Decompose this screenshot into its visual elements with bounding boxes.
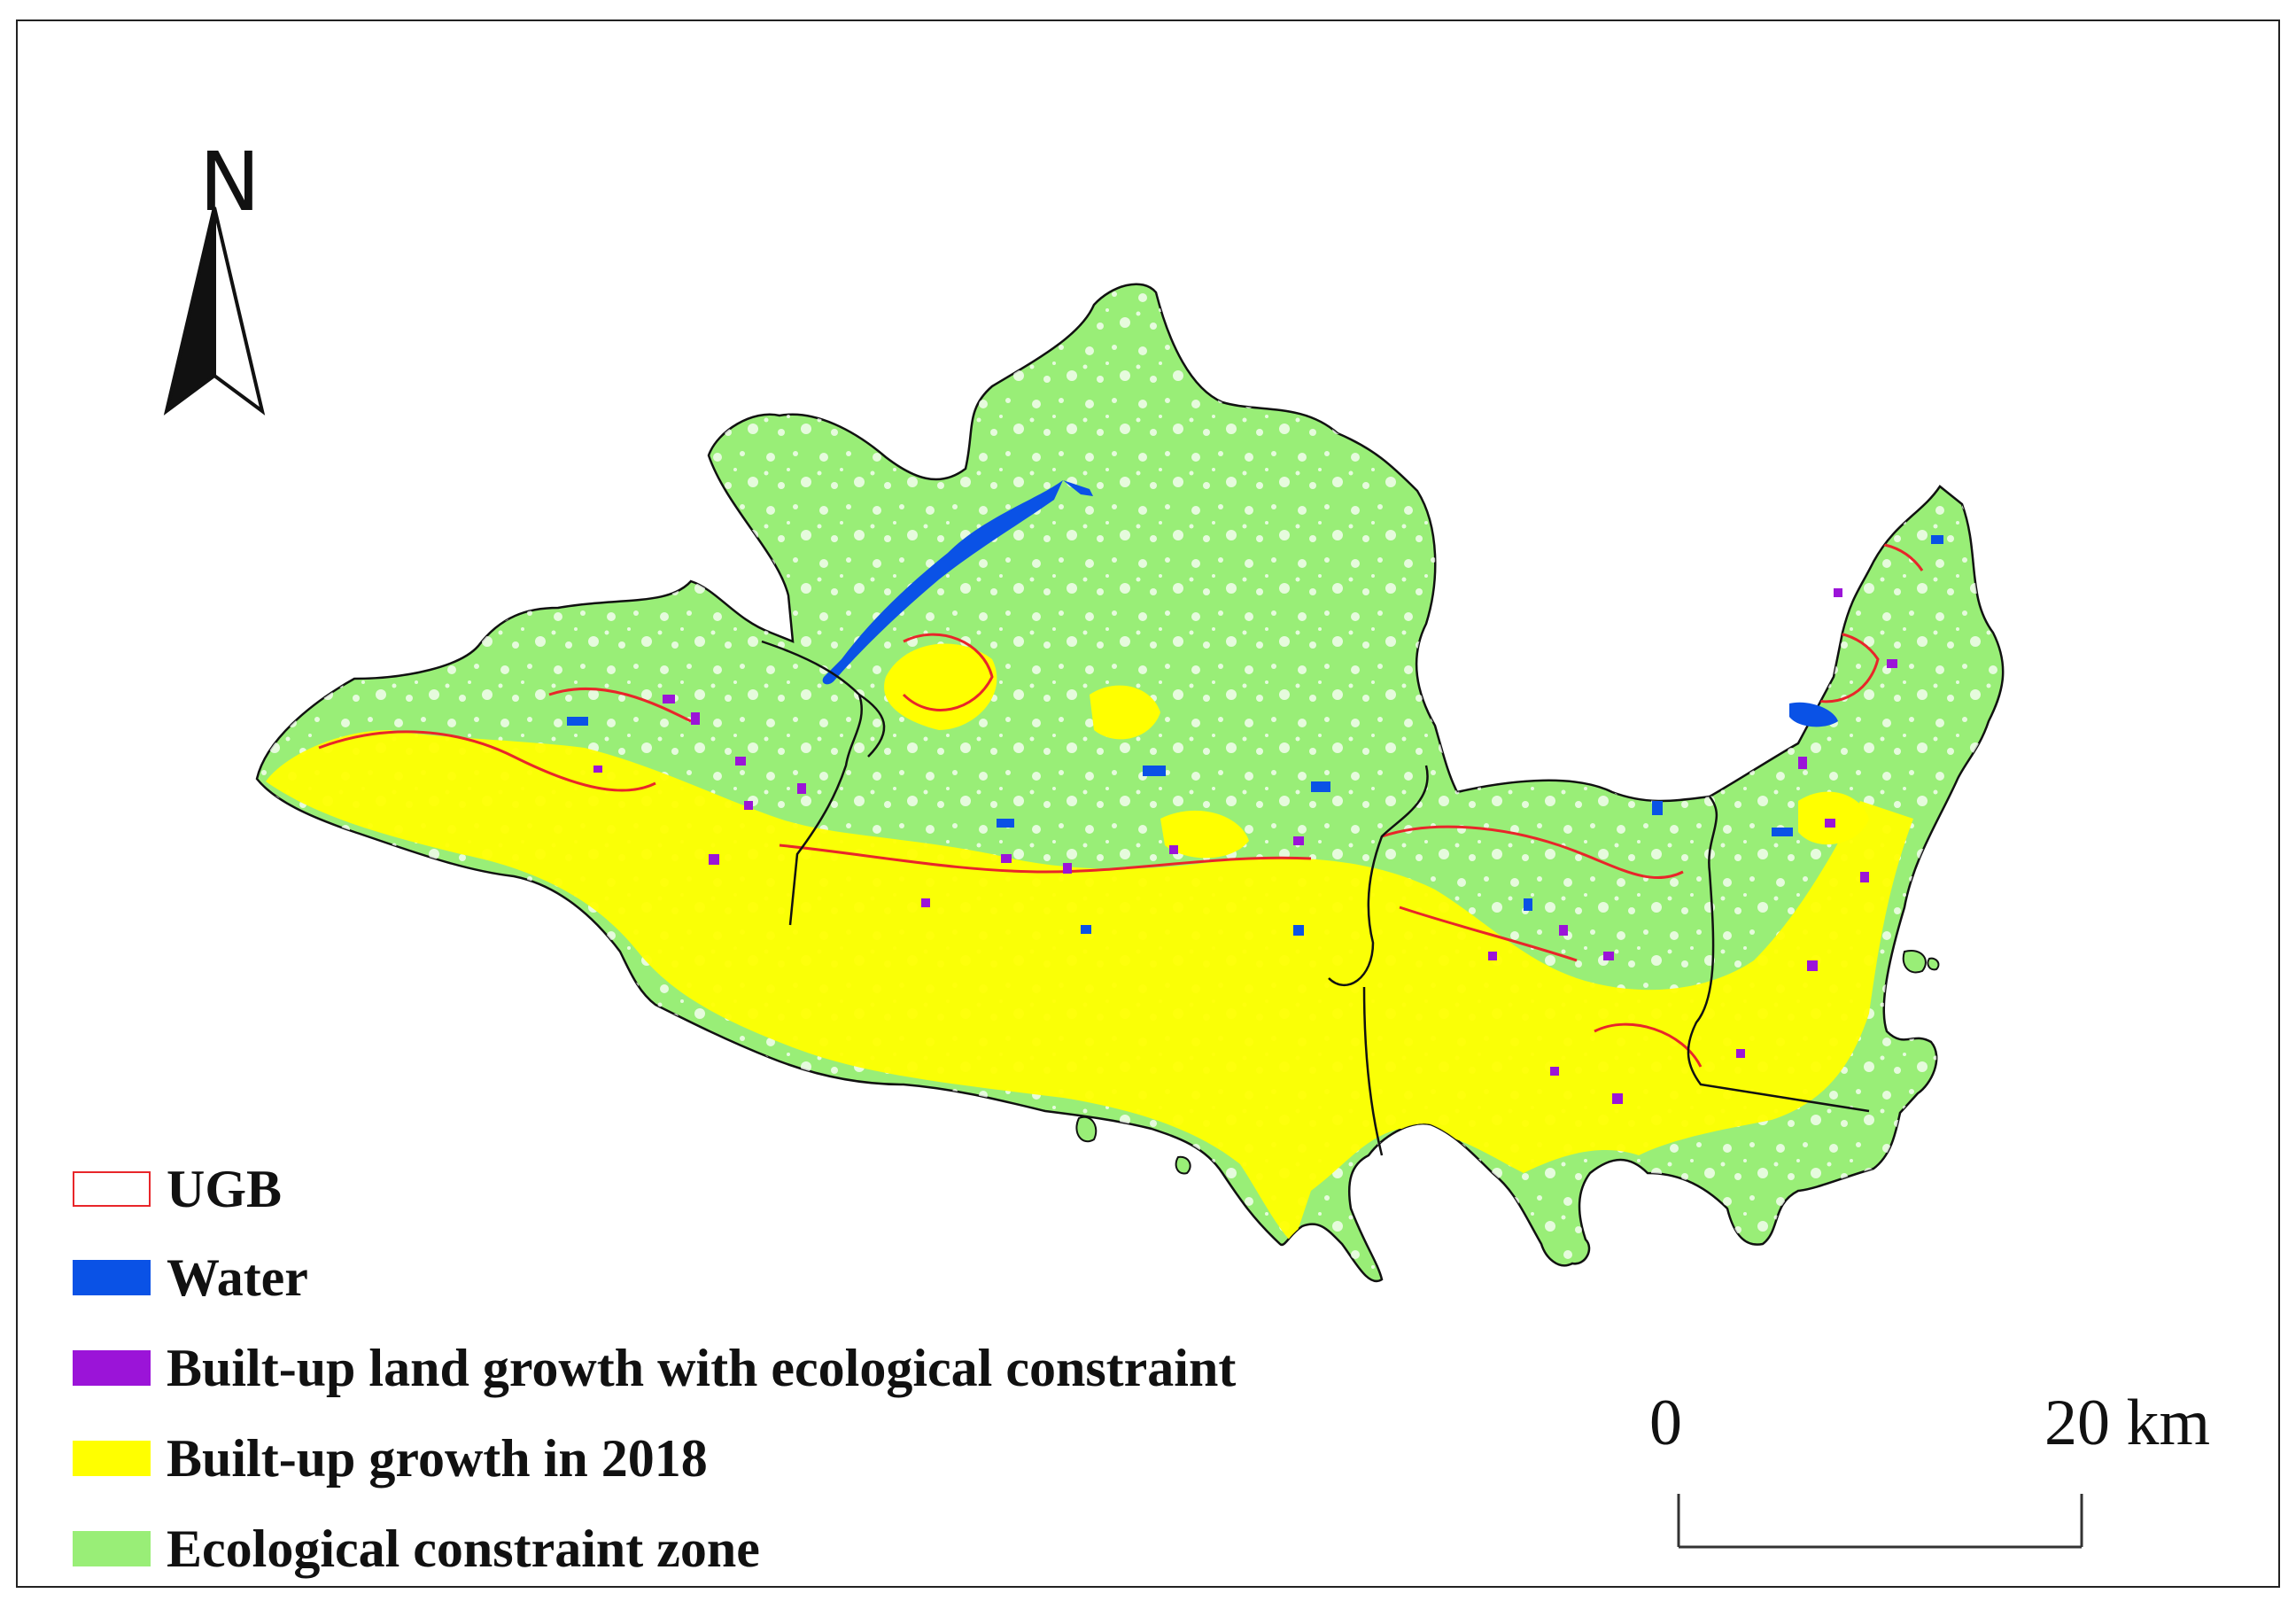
- north-label: N: [199, 135, 260, 229]
- builtup-eco-swatch: [73, 1350, 151, 1386]
- legend-item-builtup-eco: Built-up land growth with ecological con…: [73, 1339, 1236, 1397]
- legend-item-eco-zone: Ecological constraint zone: [73, 1520, 760, 1578]
- builtup-eco-constraint: [593, 588, 1897, 1104]
- ugb-swatch: [73, 1171, 151, 1207]
- scale-start-label: 0: [1649, 1387, 1682, 1459]
- legend-item-ugb: UGB: [73, 1160, 282, 1218]
- district-boundaries: [761, 640, 1870, 1156]
- legend-item-builtup-2018: Built-up growth in 2018: [73, 1429, 708, 1488]
- builtup-2018-swatch: [73, 1441, 151, 1476]
- legend-item-water: Water: [73, 1248, 308, 1307]
- legend-label-eco-zone: Ecological constraint zone: [167, 1519, 760, 1578]
- legend-label-ugb: UGB: [167, 1159, 283, 1218]
- legend-label-builtup-eco: Built-up land growth with ecological con…: [167, 1338, 1237, 1397]
- scale-end-label: 20 km: [2044, 1387, 2211, 1459]
- map-frame: N 0 20 km UGB Water Built-up land growth…: [16, 19, 2280, 1588]
- map-canvas: [163, 206, 2083, 1549]
- water-swatch: [73, 1260, 151, 1295]
- ugb-outlines: [318, 542, 1924, 1068]
- scale-bar: [1677, 1494, 2083, 1549]
- legend-label-builtup-2018: Built-up growth in 2018: [167, 1428, 708, 1488]
- eco-zone-swatch: [73, 1531, 151, 1566]
- north-arrow-icon: [163, 206, 266, 416]
- water-bodies: [567, 480, 1943, 936]
- legend-label-water: Water: [167, 1248, 308, 1307]
